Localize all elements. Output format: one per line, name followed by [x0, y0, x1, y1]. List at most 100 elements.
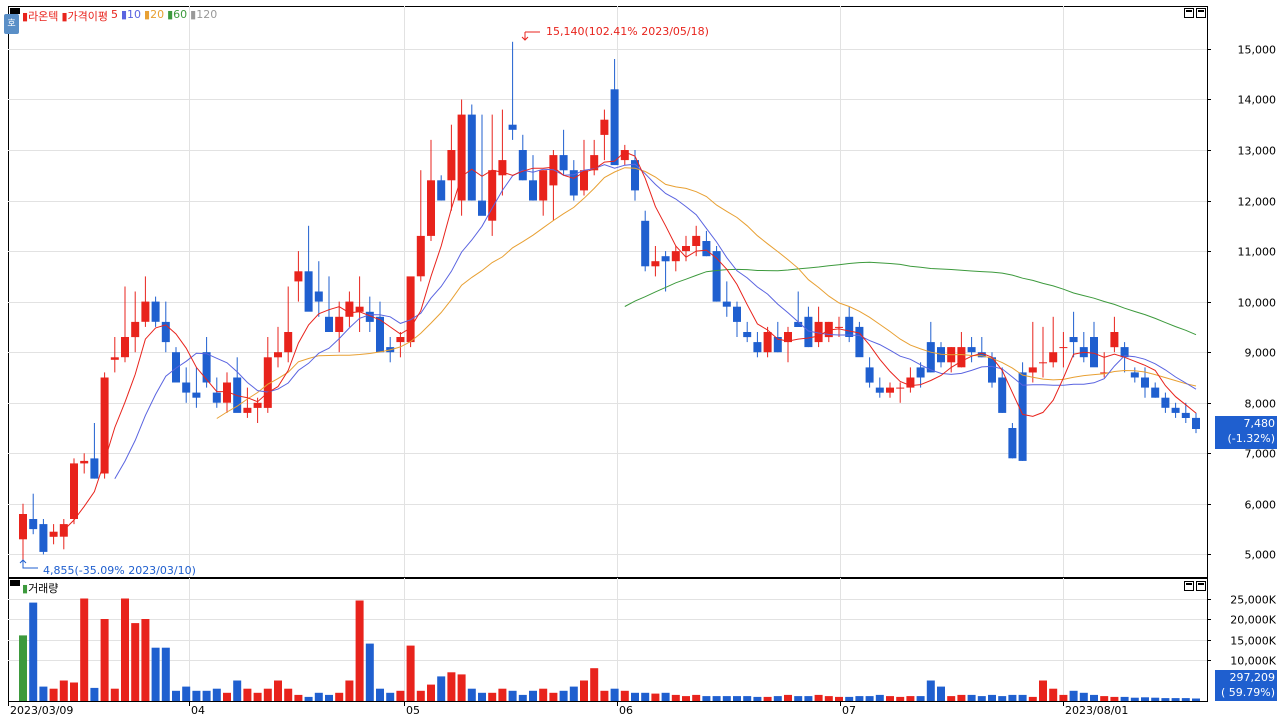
candle-body	[304, 271, 313, 312]
candle-body	[70, 463, 78, 519]
candle-body	[416, 235, 425, 277]
maximize-volume-panel-icon[interactable]	[1184, 581, 1194, 591]
maximize-price-panel-icon[interactable]	[1184, 8, 1194, 18]
volume-bar	[702, 696, 711, 701]
volume-bar	[875, 694, 884, 701]
volume-panel-menu-icon[interactable]	[10, 580, 20, 586]
volume-bar	[447, 672, 456, 701]
volume-bar	[580, 680, 588, 701]
candle-body	[1181, 412, 1190, 418]
ma20-line	[216, 167, 1197, 419]
volume-bar	[141, 619, 150, 701]
candle-body	[539, 170, 548, 201]
price-tick-label: 6,000	[1245, 499, 1277, 512]
volume-bar	[620, 690, 629, 702]
volume-bar	[192, 690, 201, 702]
volume-bar	[682, 696, 690, 701]
volume-bar	[967, 694, 976, 701]
candle-body	[447, 150, 456, 181]
volume-bar	[335, 692, 344, 701]
volume-bar	[896, 696, 905, 701]
candle-body	[365, 311, 374, 322]
candle-body	[906, 377, 915, 388]
volume-bar	[763, 696, 772, 701]
volume-tick-label: 15,000K	[1230, 635, 1276, 648]
candle-body	[814, 321, 823, 343]
volume-bar	[437, 676, 446, 701]
close-volume-panel-icon[interactable]	[1196, 581, 1206, 591]
volume-bar	[19, 635, 27, 701]
candle-body	[1192, 417, 1200, 429]
volume-bar	[1120, 696, 1129, 701]
candle-body	[682, 246, 690, 252]
volume-bar	[396, 690, 405, 702]
candle-body	[886, 387, 894, 393]
candle-body	[1110, 332, 1119, 348]
volume-bar	[1069, 690, 1078, 702]
volume-legend[interactable]: ▮거래량	[22, 582, 59, 595]
volume-bar	[1049, 688, 1058, 701]
candle-body	[1069, 337, 1078, 343]
ma5-label[interactable]: 5	[110, 8, 118, 21]
volume-bar	[600, 690, 609, 702]
volume-bar	[1100, 696, 1109, 701]
volume-bar	[1090, 694, 1098, 701]
volume-bar	[1181, 698, 1190, 701]
volume-bar	[651, 693, 660, 701]
candle-body	[1171, 407, 1180, 413]
ma10-label[interactable]: ▮10	[120, 8, 142, 21]
volume-bar	[172, 690, 180, 702]
volume-bar	[100, 619, 109, 701]
ma10-line	[114, 163, 1197, 480]
high-annotation: 15,140(102.41% 2023/05/18)	[546, 25, 709, 38]
volume-bar	[243, 688, 252, 701]
candle-body	[1018, 372, 1027, 461]
candle-body	[182, 382, 191, 393]
volume-bar	[488, 692, 497, 701]
ma5-line	[63, 151, 1197, 531]
candle-body	[263, 357, 272, 408]
candle-body	[335, 316, 344, 332]
candle-body	[19, 514, 27, 540]
time-tick-label: 07	[842, 704, 856, 717]
ma120-label[interactable]: ▮120	[190, 8, 218, 21]
candle-body	[794, 321, 803, 327]
volume-bar	[947, 696, 956, 701]
chart-type-icon[interactable]: 호	[4, 14, 19, 34]
time-tick-label: 06	[619, 704, 633, 717]
candle-body	[1151, 387, 1160, 398]
stock-name-label[interactable]: ▮라온텍	[22, 10, 59, 23]
panel-menu-icon[interactable]	[10, 8, 20, 14]
volume-bar	[518, 694, 527, 701]
ma-label[interactable]: ▮가격이평	[61, 10, 108, 23]
volume-bar	[131, 623, 140, 701]
candle-body	[437, 180, 446, 201]
volume-bar	[498, 688, 507, 701]
candle-body	[151, 301, 160, 322]
candle-body	[518, 150, 527, 181]
volume-bar	[1130, 697, 1139, 701]
candle-body	[1141, 377, 1149, 388]
volume-bar	[549, 692, 558, 701]
candle-body	[855, 326, 864, 358]
volume-bar	[539, 688, 548, 701]
candle-body	[1059, 347, 1068, 349]
price-tick-label: 10,000	[1238, 297, 1277, 310]
candle-body	[957, 347, 966, 368]
price-tick-label: 14,000	[1238, 94, 1277, 107]
volume-bar	[1151, 697, 1160, 701]
ma60-label[interactable]: ▮60	[167, 8, 188, 21]
price-legend: ▮라온텍 ▮가격이평 5 ▮10 ▮20 ▮60 ▮120	[22, 8, 217, 24]
volume-bar	[590, 668, 599, 701]
candle-body	[529, 180, 537, 201]
volume-bar	[773, 696, 782, 701]
candle-body	[1100, 372, 1109, 374]
current-price-value: 7,480	[1243, 417, 1276, 430]
ma20-label[interactable]: ▮20	[144, 8, 165, 21]
candle-body	[49, 531, 58, 537]
candle-body	[1039, 362, 1047, 364]
volume-bar	[59, 680, 68, 701]
close-price-panel-icon[interactable]	[1196, 8, 1206, 18]
volume-bar	[457, 674, 466, 701]
